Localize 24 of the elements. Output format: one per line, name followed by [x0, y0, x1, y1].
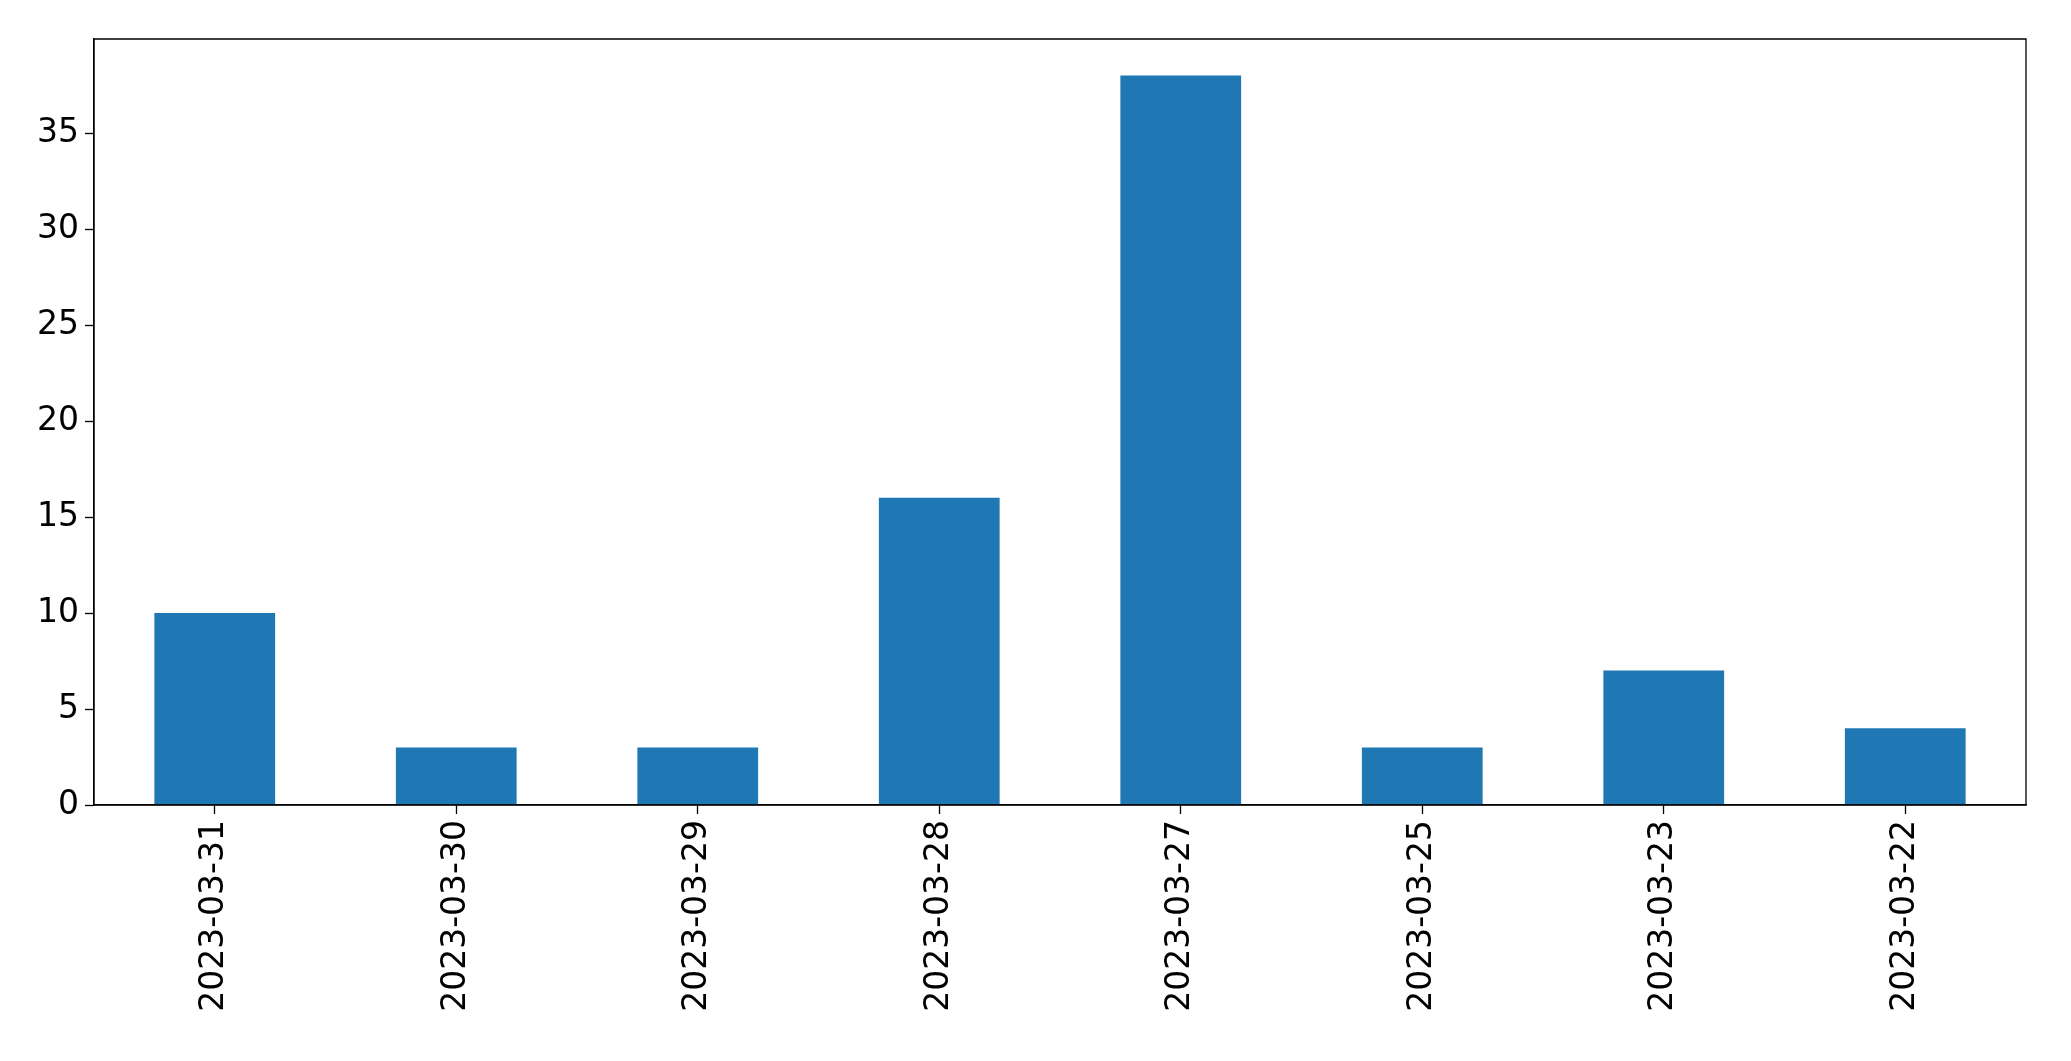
bar [1844, 728, 1966, 805]
y-tick-label: 20 [37, 398, 79, 438]
y-tick-label: 0 [58, 782, 79, 822]
x-tick-label: 2023-03-23 [1641, 820, 1681, 1012]
y-tick-label: 25 [37, 302, 79, 342]
bar [637, 747, 759, 805]
bar [1120, 75, 1242, 805]
x-tick-label: 2023-03-30 [433, 820, 473, 1012]
x-tick-label: 2023-03-31 [192, 820, 232, 1012]
x-tick-label: 2023-03-25 [1399, 820, 1439, 1012]
y-tick-label: 35 [37, 110, 79, 150]
y-tick-label: 5 [58, 686, 79, 726]
x-tick-label: 2023-03-29 [675, 820, 715, 1012]
bar [1603, 670, 1725, 805]
bar [395, 747, 517, 805]
x-tick-label: 2023-03-22 [1882, 820, 1922, 1012]
y-tick-label: 15 [37, 494, 79, 534]
y-tick-label: 10 [37, 590, 79, 630]
bar [878, 497, 1000, 805]
x-tick-label: 2023-03-27 [1158, 820, 1198, 1012]
bar [154, 613, 276, 805]
x-tick-label: 2023-03-28 [916, 820, 956, 1012]
bar [1361, 747, 1483, 805]
y-tick-label: 30 [37, 206, 79, 246]
